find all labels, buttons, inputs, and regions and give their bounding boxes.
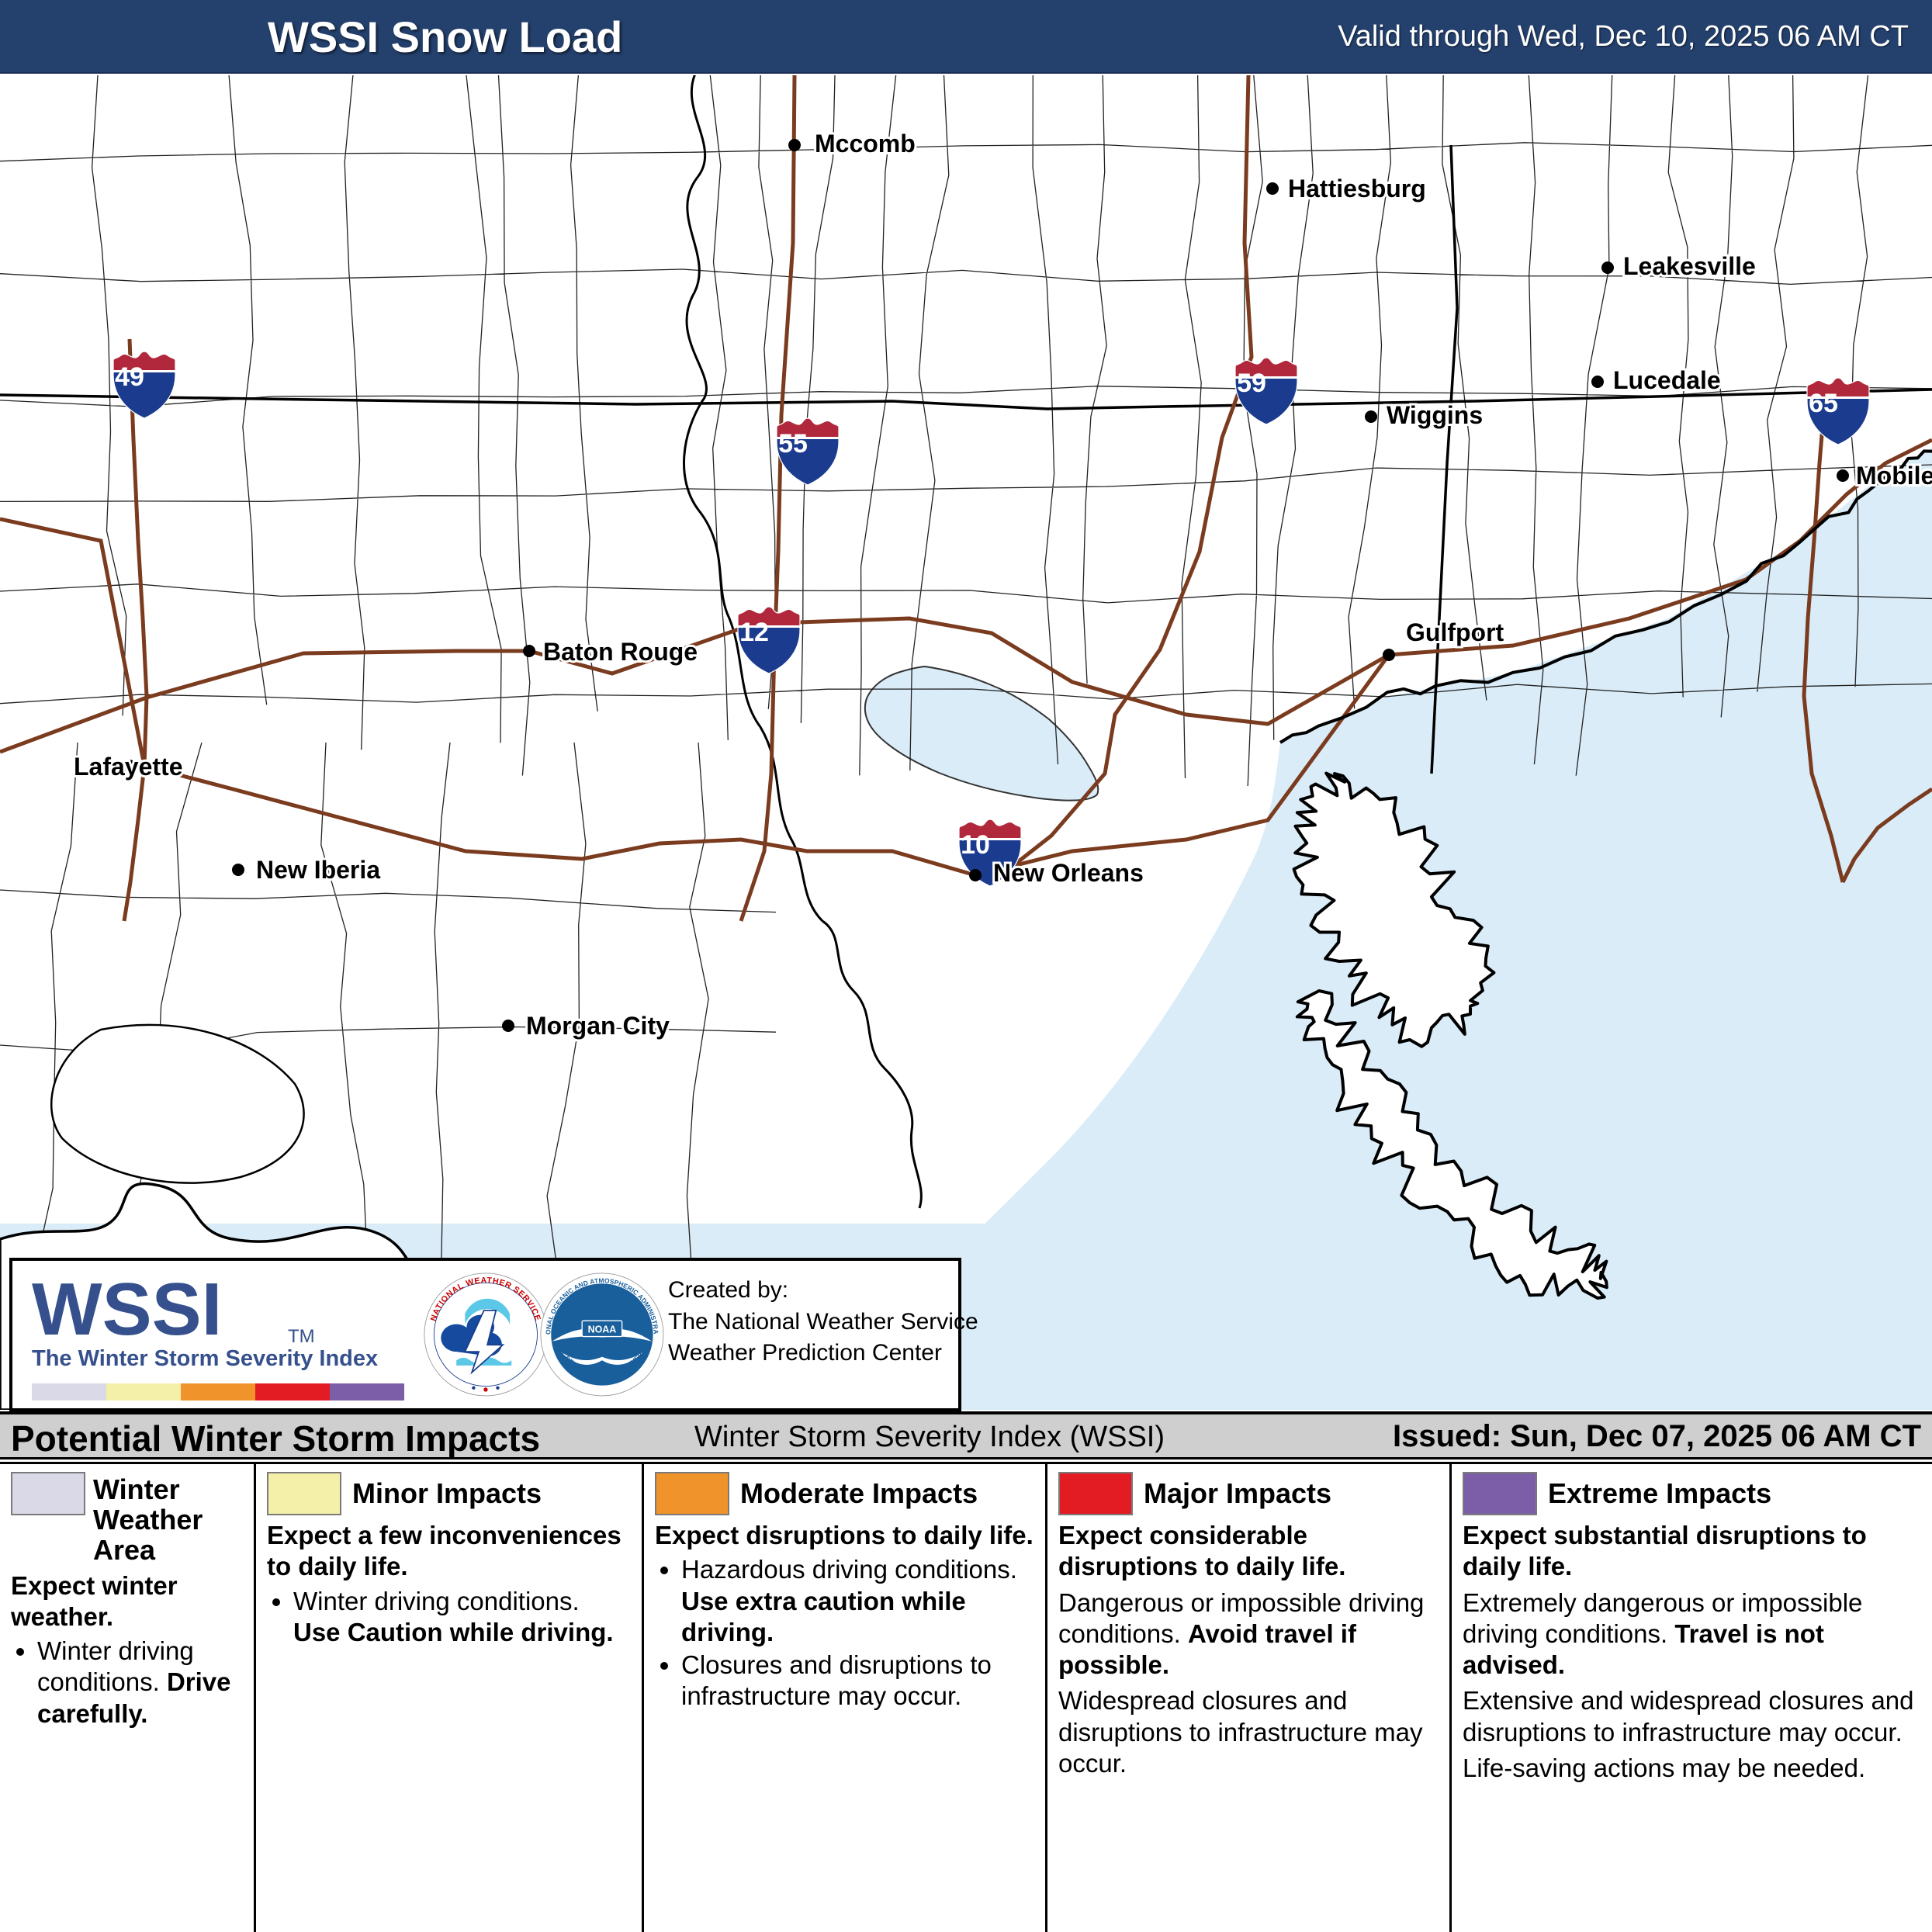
svg-text:49: 49 bbox=[115, 362, 144, 392]
svg-text:WSSI: WSSI bbox=[32, 1269, 222, 1351]
svg-text:12: 12 bbox=[739, 618, 769, 647]
svg-text:59: 59 bbox=[1237, 369, 1266, 398]
svg-text:10: 10 bbox=[961, 830, 990, 860]
svg-text:NOAA: NOAA bbox=[588, 1324, 617, 1335]
svg-text:TM: TM bbox=[288, 1326, 315, 1347]
svg-text:65: 65 bbox=[1809, 389, 1838, 418]
svg-text:55: 55 bbox=[778, 429, 808, 459]
svg-text:The Winter Storm Severity Inde: The Winter Storm Severity Index bbox=[32, 1346, 378, 1371]
